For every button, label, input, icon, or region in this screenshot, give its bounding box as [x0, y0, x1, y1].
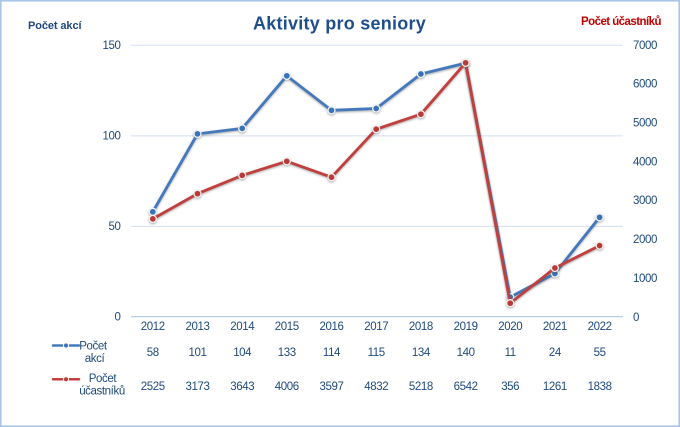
- svg-text:2019: 2019: [454, 321, 478, 333]
- svg-text:0: 0: [115, 311, 121, 323]
- svg-text:Počet akcí: Počet akcí: [28, 20, 82, 32]
- svg-text:2020: 2020: [498, 321, 522, 333]
- svg-text:5218: 5218: [409, 381, 433, 393]
- svg-text:133: 133: [278, 347, 296, 359]
- svg-text:4000: 4000: [633, 156, 657, 168]
- svg-text:55: 55: [594, 347, 606, 359]
- svg-text:24: 24: [549, 347, 562, 359]
- svg-text:100: 100: [103, 131, 121, 143]
- svg-text:2016: 2016: [320, 321, 344, 333]
- svg-text:11: 11: [505, 347, 516, 359]
- svg-text:2017: 2017: [364, 321, 388, 333]
- svg-text:Počet účastníků: Počet účastníků: [581, 16, 661, 28]
- svg-text:2000: 2000: [633, 234, 657, 246]
- svg-text:3643: 3643: [230, 381, 254, 393]
- svg-text:356: 356: [501, 381, 519, 393]
- svg-text:2018: 2018: [409, 321, 433, 333]
- svg-text:2022: 2022: [588, 321, 612, 333]
- svg-text:2015: 2015: [275, 321, 299, 333]
- svg-text:50: 50: [109, 221, 121, 233]
- svg-text:150: 150: [103, 40, 121, 52]
- svg-text:58: 58: [147, 347, 159, 359]
- svg-text:104: 104: [233, 347, 252, 359]
- svg-text:7000: 7000: [633, 40, 657, 52]
- svg-text:1838: 1838: [588, 381, 612, 393]
- svg-text:Počet: Počet: [89, 373, 118, 385]
- svg-text:134: 134: [412, 347, 431, 359]
- svg-text:0: 0: [633, 312, 639, 324]
- svg-text:2525: 2525: [141, 381, 165, 393]
- svg-text:4832: 4832: [364, 381, 388, 393]
- svg-text:6000: 6000: [633, 79, 657, 91]
- svg-text:Počet: Počet: [79, 341, 108, 353]
- svg-text:140: 140: [457, 347, 475, 359]
- svg-text:1000: 1000: [633, 273, 657, 285]
- svg-text:2012: 2012: [141, 321, 165, 333]
- svg-text:účastníků: účastníků: [79, 386, 125, 398]
- svg-text:101: 101: [189, 347, 207, 359]
- svg-text:Aktivity pro seniory: Aktivity pro seniory: [253, 14, 426, 34]
- svg-text:4006: 4006: [275, 381, 299, 393]
- svg-text:2021: 2021: [543, 321, 567, 333]
- svg-text:2014: 2014: [230, 321, 255, 333]
- svg-text:115: 115: [368, 347, 385, 359]
- svg-text:akcí: akcí: [85, 353, 106, 365]
- svg-text:114: 114: [323, 347, 341, 359]
- svg-text:2013: 2013: [186, 321, 210, 333]
- svg-text:3597: 3597: [320, 381, 344, 393]
- svg-text:3173: 3173: [186, 381, 210, 393]
- svg-text:1261: 1261: [543, 381, 567, 393]
- svg-text:3000: 3000: [633, 195, 657, 207]
- svg-text:6542: 6542: [454, 381, 478, 393]
- svg-text:5000: 5000: [633, 118, 657, 130]
